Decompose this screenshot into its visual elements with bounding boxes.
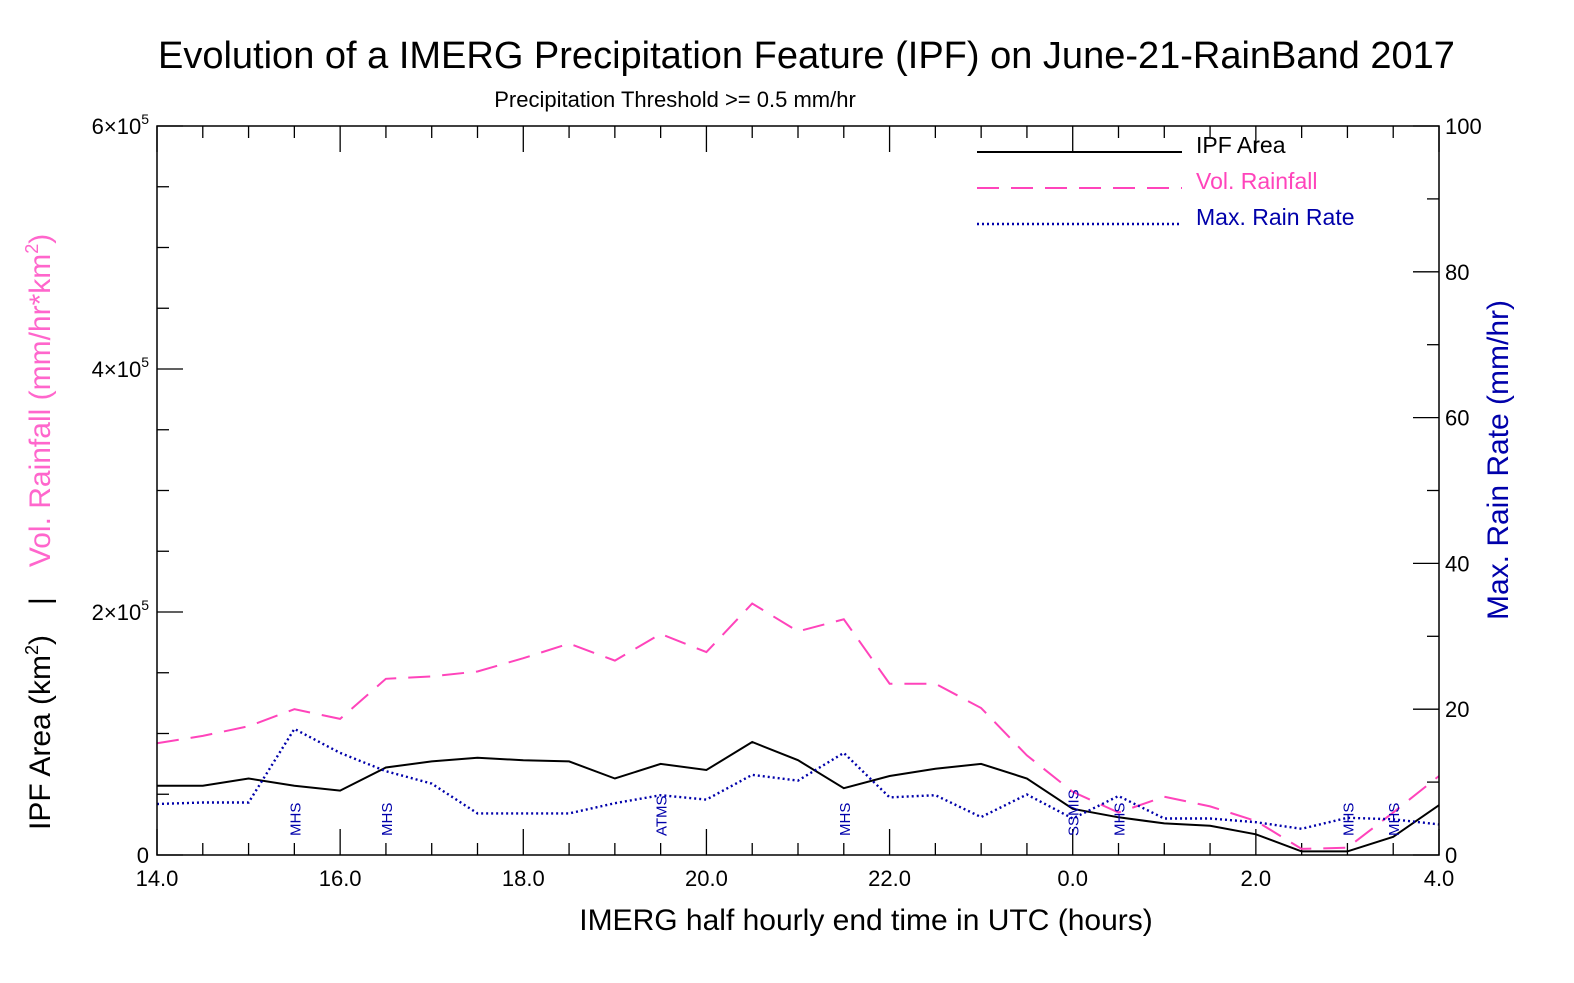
y-right-tick-label: 0	[1445, 843, 1457, 868]
x-tick-label: 14.0	[136, 866, 179, 891]
legend-label-ipf-area: IPF Area	[1196, 132, 1286, 158]
y-left-tick-label: 0	[137, 843, 149, 868]
tick-labels: 14.0 16.0 18.0 20.0 22.0 0.0 2.0 4.002×1054×105…	[92, 111, 1482, 891]
sensor-label: MHS	[1340, 803, 1357, 836]
sensor-label: MHS	[379, 803, 396, 836]
legend-label-vol-rainfall: Vol. Rainfall	[1196, 168, 1317, 194]
chart-subtitle: Precipitation Threshold >= 0.5 mm/hr	[494, 87, 856, 112]
series-line-ipf-area	[157, 740, 1440, 853]
plot-frame	[156, 125, 1440, 856]
series-line-vol-rainfall	[156, 602, 1440, 850]
x-tick-label: 0.0	[1057, 866, 1088, 891]
x-tick-label: 20.0	[685, 866, 728, 891]
sensor-label: ATMS	[654, 795, 671, 836]
vol-rainfall-axis-label: Vol. Rainfall (mm/hr*km	[24, 254, 57, 567]
sensor-label: MHS	[1386, 803, 1403, 836]
chart-title: Evolution of a IMERG Precipitation Featu…	[158, 35, 1455, 77]
y-left-tick-label: 4×105	[92, 354, 150, 382]
sensor-label: MHS	[287, 803, 304, 836]
y-right-tick-label: 100	[1445, 114, 1482, 139]
x-tick-label: 2.0	[1241, 866, 1272, 891]
ipf-area-axis-label-superscript: 2	[22, 645, 42, 655]
legend: IPF Area Vol. Rainfall Max. Rain Rate	[977, 132, 1355, 230]
x-axis-label: IMERG half hourly end time in UTC (hours…	[579, 904, 1153, 937]
y-right-tick-label: 80	[1445, 260, 1469, 285]
series-lines	[156, 602, 1440, 853]
x-tick-label: 18.0	[502, 866, 545, 891]
y-axis-label-right: Max. Rain Rate (mm/hr)	[1482, 300, 1515, 620]
vol-rainfall-axis-label-close: )	[24, 234, 57, 244]
y-axis-label-left: IPF Area (km2)|Vol. Rainfall (mm/hr*km2)	[22, 234, 57, 830]
x-tick-label: 4.0	[1424, 866, 1455, 891]
vol-rainfall-axis-label-superscript: 2	[22, 244, 42, 254]
y-left-tick-label: 2×105	[92, 597, 150, 625]
y-right-tick-label: 60	[1445, 406, 1469, 431]
ipf-area-axis-label-close: )	[24, 635, 57, 645]
y-right-tick-label: 40	[1445, 551, 1469, 576]
sensor-label: SSMIS	[1066, 789, 1083, 836]
ylabel-separator: |	[24, 597, 57, 605]
axis-ticks	[156, 125, 1440, 856]
sensor-labels: MHS MHS ATMS MHS SSMIS MHS MHS MHS	[287, 789, 1403, 836]
ipf-area-axis-label: IPF Area (km	[24, 655, 57, 830]
legend-label-max-rain-rate: Max. Rain Rate	[1196, 204, 1355, 230]
x-tick-label: 16.0	[319, 866, 362, 891]
sensor-label: MHS	[837, 803, 854, 836]
sensor-label: MHS	[1112, 803, 1129, 836]
y-left-tick-label: 6×105	[92, 111, 150, 139]
x-tick-label: 22.0	[868, 866, 911, 891]
series-line-max-rain-rate	[156, 727, 1440, 831]
y-right-tick-label: 20	[1445, 697, 1469, 722]
